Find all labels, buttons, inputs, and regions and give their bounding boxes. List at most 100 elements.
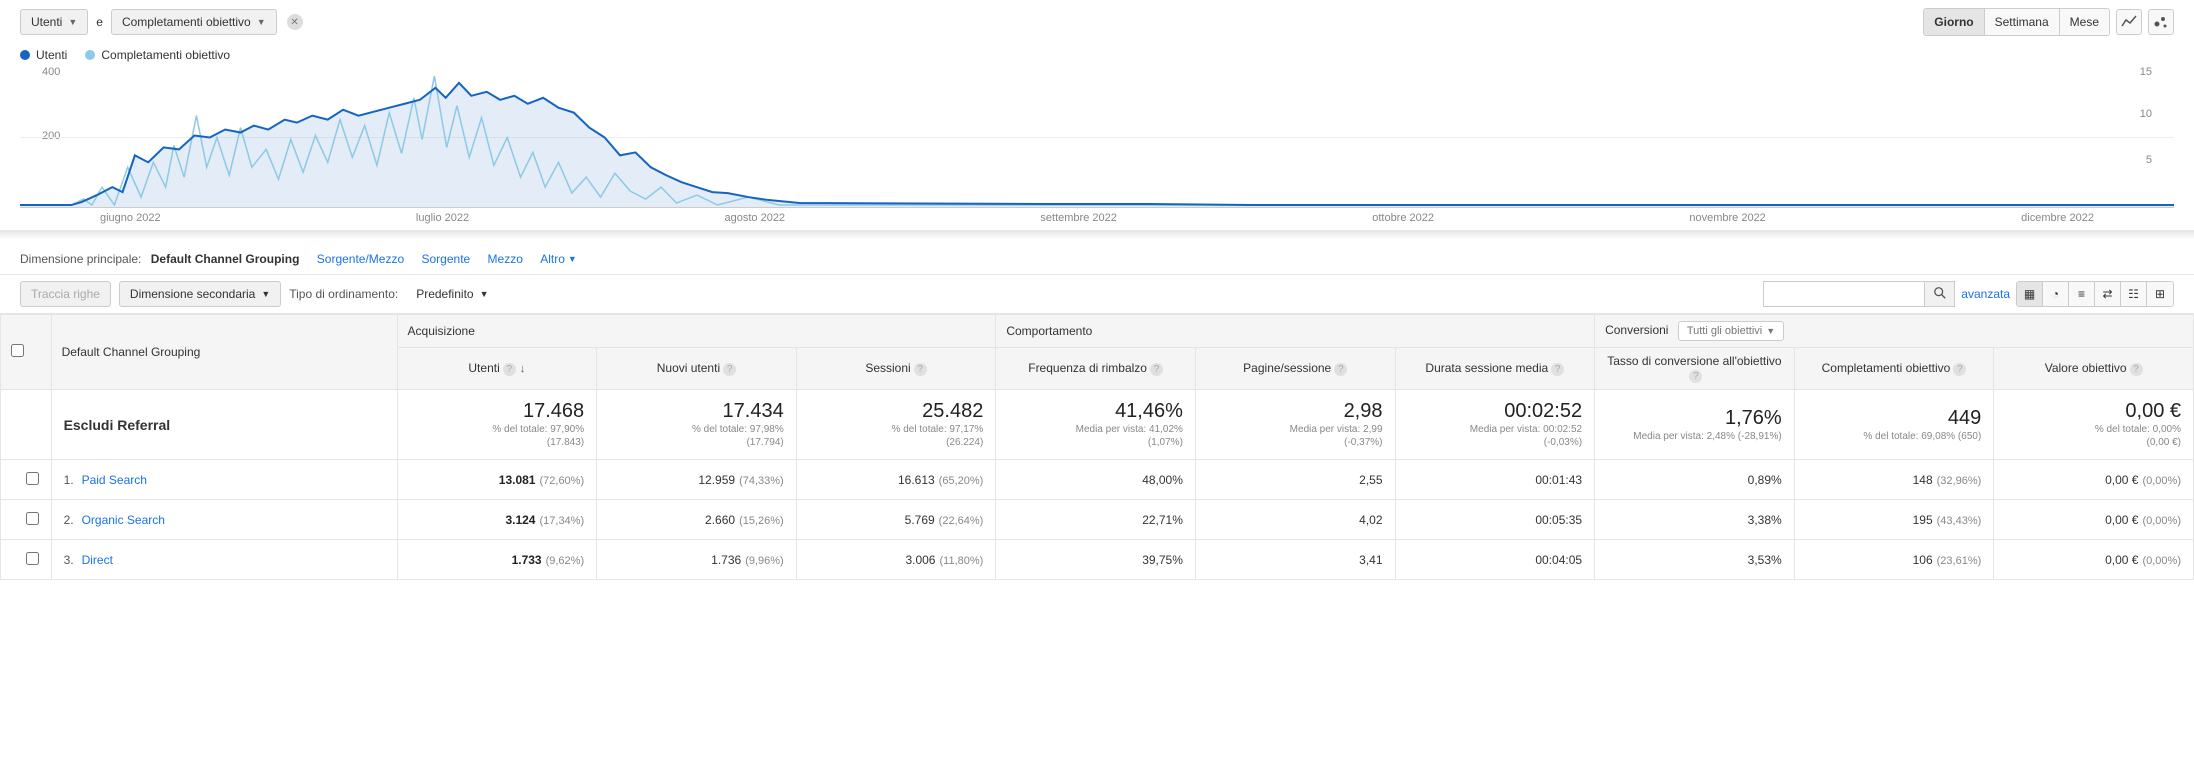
caret-down-icon: ▼ bbox=[1766, 326, 1775, 336]
help-icon[interactable]: ? bbox=[1551, 363, 1564, 376]
row-duration: 00:01:43 bbox=[1395, 460, 1595, 500]
clear-metric2-button[interactable]: ✕ bbox=[287, 14, 303, 30]
summary-pps-sub2: (-0,37%) bbox=[1208, 436, 1383, 449]
primary-dim-active[interactable]: Default Channel Grouping bbox=[151, 252, 300, 266]
row-newusers-pct: (74,33%) bbox=[739, 475, 784, 487]
row-sessions-pct: (65,20%) bbox=[939, 475, 984, 487]
view-cloud-icon[interactable]: ⊞ bbox=[2147, 282, 2173, 306]
xaxis-tick: luglio 2022 bbox=[416, 212, 469, 224]
metric1-dropdown[interactable]: Utenti ▼ bbox=[20, 9, 88, 35]
row-conv-rate: 3,53% bbox=[1595, 540, 1795, 580]
view-pivot-icon[interactable]: ☷ bbox=[2121, 282, 2147, 306]
header-avg-duration[interactable]: Durata sessione media? bbox=[1395, 348, 1595, 390]
dim-more-dropdown[interactable]: Altro ▼ bbox=[540, 252, 577, 266]
help-icon[interactable]: ? bbox=[723, 363, 736, 376]
secondary-dim-dropdown[interactable]: Dimensione secondaria ▼ bbox=[119, 281, 281, 307]
view-table-icon[interactable]: ▦ bbox=[2017, 282, 2043, 306]
metric2-dropdown[interactable]: Completamenti obiettivo ▼ bbox=[111, 9, 277, 35]
row-users-pct: (9,62%) bbox=[546, 555, 585, 567]
help-icon[interactable]: ? bbox=[1334, 363, 1347, 376]
legend-dot-1 bbox=[20, 50, 30, 60]
dim-link-source-medium[interactable]: Sorgente/Mezzo bbox=[317, 252, 404, 266]
row-completions-pct: (23,61%) bbox=[1937, 555, 1982, 567]
header-gv-label: Valore obiettivo bbox=[2045, 361, 2127, 375]
row-completions-pct: (43,43%) bbox=[1937, 515, 1982, 527]
row-index: 1. bbox=[64, 473, 74, 487]
row-channel-link[interactable]: Paid Search bbox=[82, 473, 147, 487]
help-icon[interactable]: ? bbox=[503, 363, 516, 376]
header-users[interactable]: Utenti?↓ bbox=[397, 348, 597, 390]
time-btn-day[interactable]: Giorno bbox=[1924, 9, 1984, 35]
help-icon[interactable]: ? bbox=[1689, 370, 1702, 383]
row-checkbox[interactable] bbox=[26, 512, 39, 525]
xaxis-tick: novembre 2022 bbox=[1689, 212, 1765, 224]
row-conv-rate: 0,89% bbox=[1595, 460, 1795, 500]
row-channel-link[interactable]: Organic Search bbox=[82, 513, 165, 527]
row-users-pct: (17,34%) bbox=[539, 515, 584, 527]
row-newusers-pct: (9,96%) bbox=[745, 555, 784, 567]
advanced-filter-link[interactable]: avanzata bbox=[1961, 287, 2010, 301]
header-pages-session[interactable]: Pagine/sessione? bbox=[1195, 348, 1395, 390]
row-pps: 2,55 bbox=[1195, 460, 1395, 500]
row-bounce: 48,00% bbox=[996, 460, 1196, 500]
legend-series-1: Utenti bbox=[20, 48, 67, 62]
xaxis-tick: settembre 2022 bbox=[1040, 212, 1116, 224]
view-comparison-icon[interactable]: ⇄ bbox=[2095, 282, 2121, 306]
sort-type-value: Predefinito bbox=[416, 287, 473, 301]
summary-dur-sub2: (-0,03%) bbox=[1408, 436, 1583, 449]
row-checkbox[interactable] bbox=[26, 472, 39, 485]
row-checkbox[interactable] bbox=[26, 552, 39, 565]
search-input[interactable] bbox=[1764, 282, 1924, 306]
row-newusers: 2.660 bbox=[705, 513, 735, 527]
row-users-pct: (72,60%) bbox=[539, 475, 584, 487]
search-icon bbox=[1933, 286, 1947, 300]
summary-newusers: 17.434 bbox=[609, 400, 784, 423]
sort-type-dropdown[interactable]: Predefinito ▼ bbox=[406, 282, 498, 306]
table-search bbox=[1763, 281, 1955, 307]
time-btn-week[interactable]: Settimana bbox=[1985, 9, 2060, 35]
help-icon[interactable]: ? bbox=[2130, 363, 2143, 376]
row-goal-value: 0,00 € bbox=[2105, 513, 2138, 527]
row-sessions: 5.769 bbox=[905, 513, 935, 527]
row-pps: 3,41 bbox=[1195, 540, 1395, 580]
dim-link-medium[interactable]: Mezzo bbox=[488, 252, 523, 266]
summary-gv-sub1: % del totale: 0,00% bbox=[2006, 423, 2181, 436]
header-new-users[interactable]: Nuovi utenti? bbox=[597, 348, 797, 390]
search-button[interactable] bbox=[1924, 282, 1954, 306]
help-icon[interactable]: ? bbox=[1150, 363, 1163, 376]
header-sessions[interactable]: Sessioni? bbox=[796, 348, 996, 390]
dim-link-source[interactable]: Sorgente bbox=[422, 252, 471, 266]
row-goal-value: 0,00 € bbox=[2105, 553, 2138, 567]
row-goal-value: 0,00 € bbox=[2105, 473, 2138, 487]
header-completions[interactable]: Completamenti obiettivo? bbox=[1794, 348, 1994, 390]
primary-dim-label: Dimensione principale: bbox=[20, 252, 141, 266]
chart-type-line-icon[interactable] bbox=[2116, 9, 2142, 35]
row-channel-link[interactable]: Direct bbox=[82, 553, 113, 567]
caret-down-icon: ▼ bbox=[568, 254, 577, 264]
header-dur-label: Durata sessione media bbox=[1425, 361, 1548, 375]
table-view-modes: ▦ ◔ ≡ ⇄ ☷ ⊞ bbox=[2016, 281, 2174, 307]
summary-cr: 1,76% bbox=[1607, 407, 1782, 430]
trend-chart[interactable]: 400 200 15 10 5 bbox=[20, 68, 2174, 208]
summary-pps: 2,98 bbox=[1208, 400, 1383, 423]
view-percent-icon[interactable]: ◔ bbox=[2043, 282, 2069, 306]
table-row: 1.Paid Search13.081(72,60%)12.959(74,33%… bbox=[1, 460, 2194, 500]
view-performance-icon[interactable]: ≡ bbox=[2069, 282, 2095, 306]
header-goal-value[interactable]: Valore obiettivo? bbox=[1994, 348, 2194, 390]
conversions-goal-dropdown[interactable]: Tutti gli obiettivi ▼ bbox=[1678, 321, 1784, 341]
row-completions-pct: (32,96%) bbox=[1937, 475, 1982, 487]
header-conv-rate[interactable]: Tasso di conversione all'obiettivo? bbox=[1595, 348, 1795, 390]
header-cr-label: Tasso di conversione all'obiettivo bbox=[1607, 354, 1781, 368]
row-users: 3.124 bbox=[505, 513, 535, 527]
chart-type-bubble-icon[interactable] bbox=[2148, 9, 2174, 35]
help-icon[interactable]: ? bbox=[1953, 363, 1966, 376]
header-dimension[interactable]: Default Channel Grouping bbox=[51, 315, 397, 390]
select-all-checkbox[interactable] bbox=[11, 344, 24, 357]
time-btn-month[interactable]: Mese bbox=[2060, 9, 2109, 35]
help-icon[interactable]: ? bbox=[914, 363, 927, 376]
caret-down-icon: ▼ bbox=[480, 289, 489, 299]
xaxis-tick: agosto 2022 bbox=[725, 212, 786, 224]
header-bounce-rate[interactable]: Frequenza di rimbalzo? bbox=[996, 348, 1196, 390]
caret-down-icon: ▼ bbox=[261, 289, 270, 299]
trace-rows-button: Traccia righe bbox=[20, 281, 111, 307]
